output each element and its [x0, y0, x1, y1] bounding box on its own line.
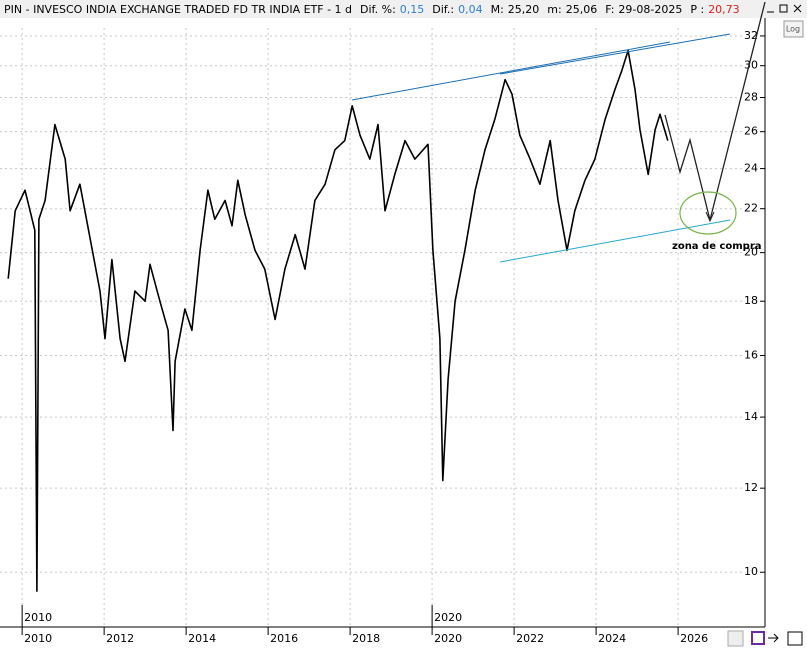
icon[interactable]: [727, 630, 744, 647]
header-value: 20,73: [708, 3, 740, 16]
y-tick-label: 16: [744, 349, 758, 362]
y-tick-label: 30: [744, 59, 758, 72]
header: PIN - INVESCO INDIA EXCHANGE TRADED FD T…: [4, 3, 740, 16]
bottom-icons[interactable]: [727, 630, 803, 647]
annotation: zona de compra: [672, 241, 762, 252]
decade-label: 2020: [434, 611, 462, 624]
window-buttons[interactable]: [767, 4, 802, 13]
header-label: M:: [491, 3, 504, 16]
x-tick-label: 2020: [434, 632, 462, 645]
header-value: 0,04: [458, 3, 483, 16]
y-tick-label: 24: [744, 162, 758, 175]
log-button[interactable]: [783, 20, 804, 38]
y-tick-label: 22: [744, 202, 758, 215]
x-tick-label: 2024: [598, 632, 626, 645]
header-symbol: PIN - INVESCO INDIA EXCHANGE TRADED FD T…: [4, 3, 352, 16]
y-tick-label: 12: [744, 481, 758, 494]
x-tick-label: 2026: [680, 632, 708, 645]
y-tick-label: 18: [744, 294, 758, 307]
projection-path: [664, 1, 766, 221]
log-button-label[interactable]: Log: [786, 25, 800, 34]
header-value: 25,20: [508, 3, 540, 16]
decade-label: 2010: [24, 611, 52, 624]
save-icon[interactable]: [751, 631, 765, 645]
trend-line: [499, 33, 731, 75]
y-tick-label: 26: [744, 125, 758, 138]
maximize[interactable]: [779, 4, 788, 13]
y-tick-label: 28: [744, 91, 758, 104]
header-label: Dif. %:: [360, 3, 396, 16]
trend-line: [351, 41, 671, 101]
header-label: m:: [547, 3, 561, 16]
header-value: 29-08-2025: [618, 3, 682, 16]
x-tick-label: 2010: [24, 632, 52, 645]
header-value: 25,06: [566, 3, 598, 16]
y-tick-label: 14: [744, 410, 758, 423]
y-tick-label: 32: [744, 29, 758, 42]
price-line: [7, 49, 669, 592]
x-tick-label: 2018: [352, 632, 380, 645]
icon[interactable]: [787, 631, 803, 646]
header-label: Dif.:: [432, 3, 454, 16]
arrow-head: [705, 211, 715, 223]
close[interactable]: [793, 4, 802, 13]
x-tick-label: 2016: [270, 632, 298, 645]
y-tick-label: 10: [744, 565, 758, 578]
y-tick-label: 20: [744, 246, 758, 259]
trend-line: [499, 219, 731, 263]
buy-zone: [679, 191, 737, 235]
x-tick-label: 2022: [516, 632, 544, 645]
header-value: 0,15: [400, 3, 425, 16]
x-tick-label: 2012: [106, 632, 134, 645]
header-bar: [0, 0, 807, 18]
header-label: F:: [605, 3, 614, 16]
icon[interactable]: [768, 633, 779, 643]
drawn-annotations: [351, 1, 766, 263]
x-tick-label: 2014: [188, 632, 216, 645]
header-label: P :: [690, 3, 704, 16]
